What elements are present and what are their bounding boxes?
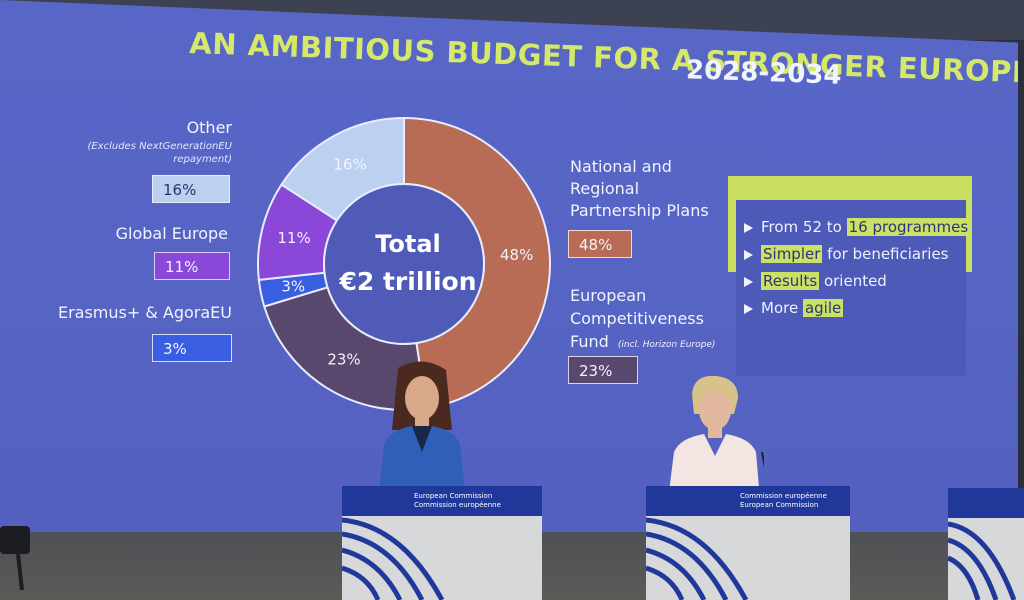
legend-comp-note: (incl. Horizon Europe)	[617, 340, 716, 350]
legend-national-line3: Partnership Plans	[570, 201, 709, 220]
donut-center	[323, 183, 485, 345]
legend-competitiveness-label: European Competitiveness Fund (incl. Hor…	[570, 284, 715, 357]
highlight-item: More agile	[744, 295, 970, 322]
podium-center: Commission européenne European Commissio…	[646, 486, 850, 600]
highlight-item: Results oriented	[744, 268, 970, 295]
legend-national-line1: National and	[570, 157, 672, 176]
podium-right-stripes	[948, 521, 1017, 600]
legend-comp-line2: Competitiveness	[570, 309, 704, 328]
legend-other-note: (Excludes NextGenerationEU repayment)	[87, 141, 232, 165]
legend-national-line2: Regional	[570, 179, 640, 198]
podium-center-line2: European Commission	[740, 501, 819, 509]
legend-global-label: Global Europe	[115, 224, 228, 243]
highlights-list: From 52 to 16 programmes Simpler for ben…	[744, 214, 971, 322]
legend-erasmus-label: Erasmus+ & AgoraEU	[57, 303, 232, 322]
triangle-bullet-icon	[744, 222, 753, 233]
donut-slice-label: 23%	[327, 351, 360, 369]
slide-years: 2028-2034	[685, 55, 843, 91]
triangle-bullet-icon	[744, 303, 753, 314]
podium-center-line1: Commission européenne	[740, 492, 827, 500]
highlight-item: Simpler for beneficiaries	[744, 241, 970, 268]
podium-left-line2: Commission européenne	[414, 501, 501, 509]
budget-donut-chart: 48% 23% 3% 11% 16% Total €2 trillion	[257, 116, 551, 411]
legend-comp-line3: Fund	[570, 332, 609, 351]
donut-total-value: €2 trillion	[338, 267, 476, 296]
donut-slice-label: 3%	[281, 278, 305, 296]
legend-national-label: National and Regional Partnership Plans	[570, 156, 709, 222]
donut-total-label: Total	[375, 230, 441, 258]
podium-center-cap: Commission européenne European Commissio…	[646, 486, 850, 516]
podium-center-stripes	[646, 517, 749, 600]
projection-screen: AN AMBITIOUS BUDGET FOR A STRONGER EUROP…	[0, 0, 1018, 532]
donut-slice-label: 48%	[500, 246, 533, 264]
triangle-bullet-icon	[744, 276, 753, 287]
donut-slice-label: 16%	[333, 156, 366, 174]
legend-other-pct: 16%	[152, 175, 230, 203]
highlight-item: From 52 to 16 programmes	[744, 214, 971, 241]
legend-other-label: Other	[186, 118, 232, 137]
podium-left-cap: European Commission Commission européenn…	[342, 486, 542, 516]
speaker-right	[668, 375, 764, 500]
legend-national-pct: 48%	[568, 230, 632, 258]
podium-left-line1: European Commission	[414, 492, 493, 500]
legend-global-pct: 11%	[154, 252, 230, 280]
donut-slice-label: 11%	[277, 229, 310, 247]
camera-icon	[0, 526, 30, 590]
legend-comp-line1: European	[570, 286, 647, 305]
legend-competitiveness-pct: 23%	[568, 356, 638, 384]
podium-right	[948, 488, 1024, 600]
speaker-left	[378, 361, 466, 500]
legend-erasmus-pct: 3%	[152, 334, 232, 362]
podium-right-cap	[948, 488, 1024, 518]
podium-left: European Commission Commission européenn…	[342, 486, 542, 600]
triangle-bullet-icon	[744, 249, 753, 260]
podium-left-stripes	[342, 517, 445, 600]
